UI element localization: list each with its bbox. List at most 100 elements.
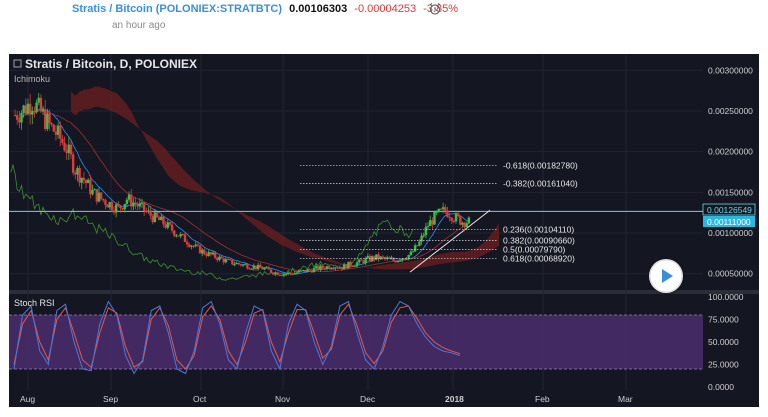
candle-body (185, 242, 189, 245)
candle-body (302, 269, 305, 271)
candle-body (99, 192, 103, 199)
candle-body (334, 267, 337, 269)
candle-body (401, 258, 404, 261)
candle-body (338, 267, 342, 269)
candle-body (351, 265, 354, 267)
candle-body (362, 260, 365, 264)
candle-body (20, 112, 23, 123)
candle-body (59, 125, 62, 139)
candle-body (459, 216, 462, 225)
axis-labels: 0.00300000 0.00250000 0.00200000 0.00150000… (20, 65, 753, 404)
candle-body (183, 234, 187, 243)
candle-body (291, 273, 294, 275)
candle-body (424, 226, 428, 236)
time-axis-label: Feb (535, 394, 550, 404)
candle-body (226, 259, 230, 261)
candle-body (327, 266, 331, 269)
candle-body (340, 267, 344, 270)
candle-body (78, 167, 81, 183)
candle-body (149, 210, 152, 216)
candle-body (123, 203, 126, 210)
candle-body (138, 203, 142, 207)
candle-body (261, 267, 264, 270)
chart-svg[interactable]: -0.618(0.00182780) -0.382(0.00161040) 0.23… (0, 48, 768, 412)
candle-body (263, 268, 266, 270)
price-axis-label: 0.00100000 (708, 228, 753, 238)
chart-widget[interactable]: -0.618(0.00182780) -0.382(0.00161040) 0.23… (0, 48, 768, 412)
alarm-clock-icon[interactable] (428, 2, 442, 16)
candle-body (134, 202, 137, 205)
symbol-ticker-link[interactable]: (POLONIEX:STRATBTC) (155, 3, 283, 15)
candle-body (211, 252, 215, 255)
candle-body (160, 216, 163, 221)
candle-body (280, 275, 283, 277)
candle-body (26, 103, 30, 114)
stoch-d-line (13, 303, 461, 370)
candle-body (248, 268, 251, 270)
candle-body (336, 267, 339, 269)
candle-body (411, 251, 415, 253)
ichimoku-legend[interactable]: Ichimoku (14, 74, 50, 84)
candle-body (209, 252, 213, 255)
candle-body (114, 204, 118, 213)
candle-body (416, 245, 419, 247)
fibonacci-levels: -0.618(0.00182780) -0.382(0.00161040) 0.23… (300, 161, 578, 263)
price-axis-label: 0.00050000 (708, 269, 753, 279)
candle-body (168, 222, 172, 225)
candle-body (439, 208, 443, 210)
candle-body (151, 215, 154, 223)
candlestick-series (13, 92, 471, 278)
candle-body (142, 202, 146, 211)
price-axis-label: 0.00150000 (708, 187, 753, 197)
rsi-axis-label: 25.0000 (708, 360, 739, 370)
candle-body (377, 254, 380, 260)
candle-body (97, 192, 101, 202)
candle-body (366, 255, 370, 259)
stoch-rsi-legend[interactable]: Stoch RSI (14, 298, 55, 308)
candle-body (50, 123, 53, 125)
candle-body (48, 113, 51, 124)
candle-body (256, 264, 260, 270)
candle-body (310, 270, 314, 273)
candle-body (222, 258, 225, 263)
candle-body (65, 150, 68, 153)
candle-body (175, 235, 178, 237)
play-button[interactable] (649, 259, 683, 293)
candle-body (441, 207, 445, 210)
collapse-legend-icon[interactable] (13, 59, 22, 68)
candle-body (433, 211, 436, 225)
candle-body (379, 256, 382, 260)
pane-divider[interactable] (9, 290, 759, 294)
candle-body (233, 264, 236, 266)
symbol-name-link[interactable]: Stratis / Bitcoin (72, 3, 153, 15)
candle-body (306, 269, 309, 273)
candle-body (456, 213, 460, 217)
price-axis[interactable] (703, 54, 759, 290)
candle-body (170, 224, 174, 231)
candle-body (31, 110, 34, 115)
candle-body (194, 244, 197, 247)
candle-body (132, 202, 135, 207)
candle-body (46, 113, 49, 129)
candle-body (82, 177, 86, 181)
time-axis[interactable] (9, 390, 759, 407)
candle-body (342, 264, 346, 270)
candle-body (259, 264, 262, 268)
candle-body (104, 200, 107, 205)
candle-body (106, 204, 109, 208)
candle-body (125, 199, 129, 204)
candle-body (216, 257, 219, 261)
candle-body (312, 268, 316, 273)
candle-body (121, 208, 124, 210)
candle-body (33, 110, 36, 112)
price-badge-last (703, 216, 755, 227)
candle-body (332, 268, 335, 270)
candle-body (409, 251, 413, 255)
candle-body (119, 205, 122, 209)
symbol-header: Stratis / Bitcoin (POLONIEX:STRATBTC) 0.… (0, 0, 768, 48)
play-icon (649, 259, 683, 293)
price-pane[interactable] (9, 54, 703, 290)
rsi-axis[interactable] (703, 294, 759, 390)
candle-body (246, 264, 249, 269)
candle-body (274, 272, 277, 275)
